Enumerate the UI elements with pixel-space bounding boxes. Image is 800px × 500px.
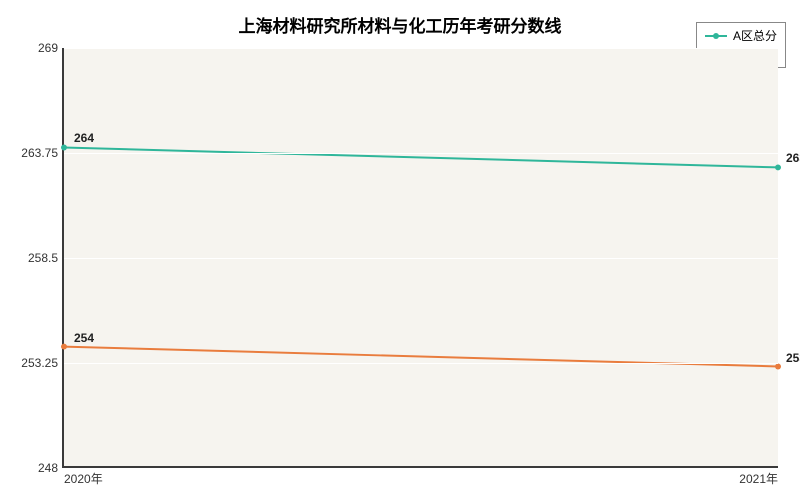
x-tick-label: 2020年 <box>64 466 103 487</box>
y-tick-label: 253.25 <box>21 356 64 370</box>
data-label: 253 <box>786 351 800 365</box>
data-point <box>61 344 67 350</box>
data-label: 263 <box>786 151 800 165</box>
grid-line <box>64 468 778 469</box>
chart-title: 上海材料研究所材料与化工历年考研分数线 <box>0 12 800 37</box>
data-label: 254 <box>74 331 94 345</box>
data-label: 264 <box>74 131 94 145</box>
grid-line <box>64 48 778 49</box>
plot-area: 248253.25258.5263.752692020年2021年2642632… <box>62 48 778 468</box>
line-layer <box>64 48 778 466</box>
data-point <box>775 363 781 369</box>
chart-container: 上海材料研究所材料与化工历年考研分数线 A区总分 B区总分 248253.252… <box>0 0 800 500</box>
legend-item: A区总分 <box>705 27 777 44</box>
y-tick-label: 258.5 <box>28 251 64 265</box>
legend-label: A区总分 <box>733 27 777 44</box>
legend-swatch-0 <box>705 35 727 37</box>
series-line <box>64 148 778 168</box>
grid-line <box>64 363 778 364</box>
grid-line <box>64 153 778 154</box>
data-point <box>775 164 781 170</box>
grid-line <box>64 258 778 259</box>
x-tick-label: 2021年 <box>739 466 778 487</box>
y-tick-label: 263.75 <box>21 146 64 160</box>
y-tick-label: 248 <box>38 461 64 475</box>
y-tick-label: 269 <box>38 41 64 55</box>
